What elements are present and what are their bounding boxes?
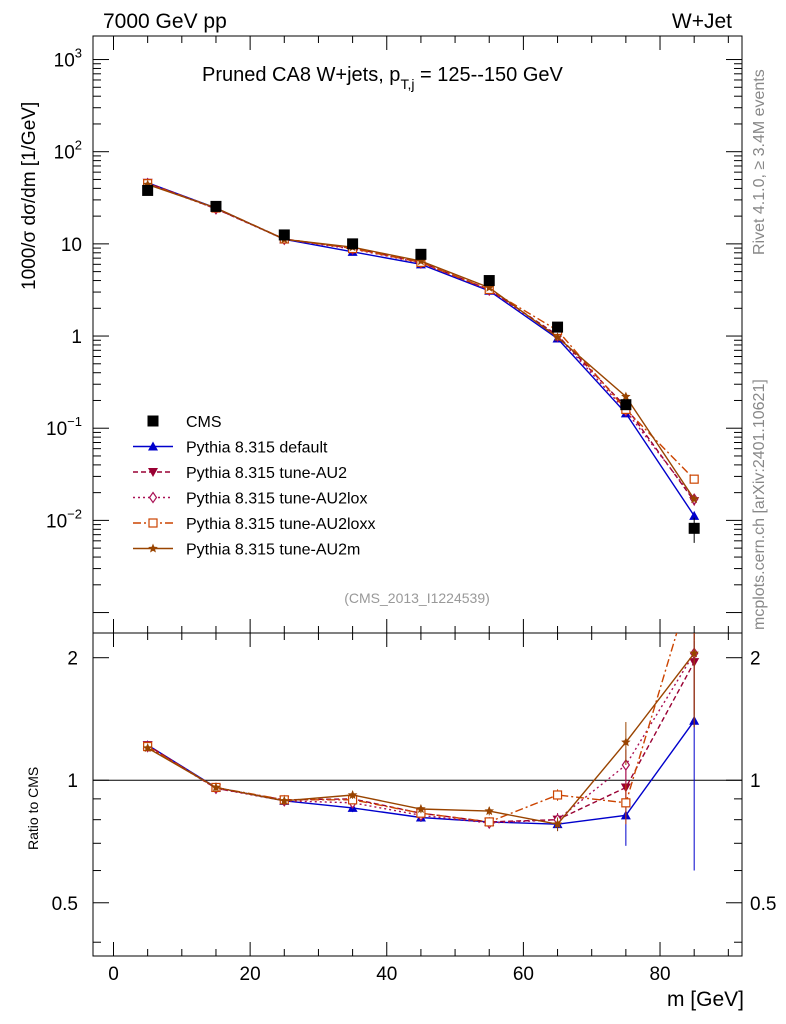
x-tick-label: 60 <box>513 964 534 985</box>
legend-label: Pythia 8.315 tune-AU2lox <box>186 491 367 508</box>
ratio-y-tick-label: 0.5 <box>750 894 776 915</box>
ratio-y-tick-label: 1 <box>67 771 78 792</box>
legend-label: CMS <box>186 414 222 431</box>
ratio-point <box>279 795 289 805</box>
ratio-line <box>147 661 695 823</box>
series-point <box>552 332 563 342</box>
data-point <box>552 321 564 333</box>
legend-label: Pythia 8.315 tune-AU2 <box>186 465 347 482</box>
rivet-version-label: Rivet 4.1.0, ≥ 3.4M events <box>751 69 768 255</box>
y-tick-label: 10 <box>61 235 82 256</box>
ratio-point <box>690 571 698 579</box>
ratio-series-group <box>142 633 699 832</box>
ratio-plot-frame <box>92 632 743 957</box>
series-point <box>484 282 494 292</box>
ratio-point <box>416 804 426 813</box>
analysis-watermark: (CMS_2013_I1224539) <box>344 590 490 606</box>
collider-label: 7000 GeV pp <box>103 10 227 33</box>
y-tick-label: 10−2 <box>46 506 82 532</box>
y-tick-label: 103 <box>54 46 82 72</box>
ratio-point <box>552 819 563 829</box>
plot-title: Pruned CA8 W+jets, pT,j = 125--150 GeV <box>202 64 564 92</box>
ratio-line <box>147 652 695 824</box>
ratio-y-tick-label: 1 <box>750 771 761 792</box>
x-tick-label: 40 <box>376 964 397 985</box>
legend-marker <box>148 468 158 477</box>
legend: CMS Pythia 8.315 default Pythia 8.315 tune… <box>133 414 375 559</box>
x-tick-label: 20 <box>240 964 261 985</box>
data-point <box>210 200 222 212</box>
legend-marker <box>148 518 158 528</box>
legend-marker <box>148 441 158 451</box>
ratio-y-axis-label: Ratio to CMS <box>25 767 41 850</box>
process-label: W+Jet <box>672 10 732 33</box>
x-tick-label: 80 <box>649 964 670 985</box>
legend-label: Pythia 8.315 default <box>186 440 328 457</box>
legend-marker-cms <box>147 415 159 427</box>
series-point <box>416 256 426 266</box>
ratio-point <box>142 743 153 753</box>
series-point <box>689 474 699 484</box>
y-tick-label: 10−1 <box>46 414 82 440</box>
y-tick-label: 1 <box>71 327 82 348</box>
ratio-line <box>147 652 695 825</box>
mcplots-label: mcplots.cern.ch [arXiv:2401.10621] <box>751 379 768 630</box>
y-tick-label: 102 <box>54 138 82 164</box>
ratio-point <box>211 782 221 792</box>
ratio-point <box>347 790 358 799</box>
ratio-point <box>689 648 699 658</box>
legend-label: Pythia 8.315 tune-AU2m <box>186 542 360 559</box>
ratio-y-tick-label: 2 <box>67 649 78 670</box>
ratio-y-tick-label: 2 <box>750 649 761 670</box>
ratio-point <box>484 817 494 827</box>
legend-marker <box>148 491 158 504</box>
legend-label: Pythia 8.315 tune-AU2loxx <box>186 516 375 533</box>
ratio-point <box>621 798 631 808</box>
data-point <box>347 238 359 250</box>
series-point <box>689 510 700 520</box>
ratio-y-tick-label: 0.5 <box>52 894 78 915</box>
ratio-point <box>484 806 494 816</box>
ratio-series-group <box>143 633 699 830</box>
y-axis-label: 1000/σ dσ/dm [1/GeV] <box>19 102 40 290</box>
x-tick-label: 0 <box>108 964 119 985</box>
ratio-point <box>621 737 631 747</box>
data-point <box>415 248 427 260</box>
ratio-point <box>552 790 563 800</box>
series-line <box>147 183 695 480</box>
x-axis-label: m [GeV] <box>667 988 744 1011</box>
ratio-series-group <box>142 633 700 827</box>
data-point <box>483 275 495 287</box>
series-point <box>621 391 631 401</box>
data-point <box>688 522 700 534</box>
ratio-series <box>142 571 700 871</box>
legend-marker <box>148 543 158 553</box>
data-point <box>278 229 290 241</box>
data-point <box>620 399 632 411</box>
ratio-series-group <box>142 640 700 871</box>
ratio-line <box>147 633 678 823</box>
data-point <box>142 184 154 196</box>
series-point <box>689 494 699 504</box>
cms-data-points <box>142 184 700 543</box>
